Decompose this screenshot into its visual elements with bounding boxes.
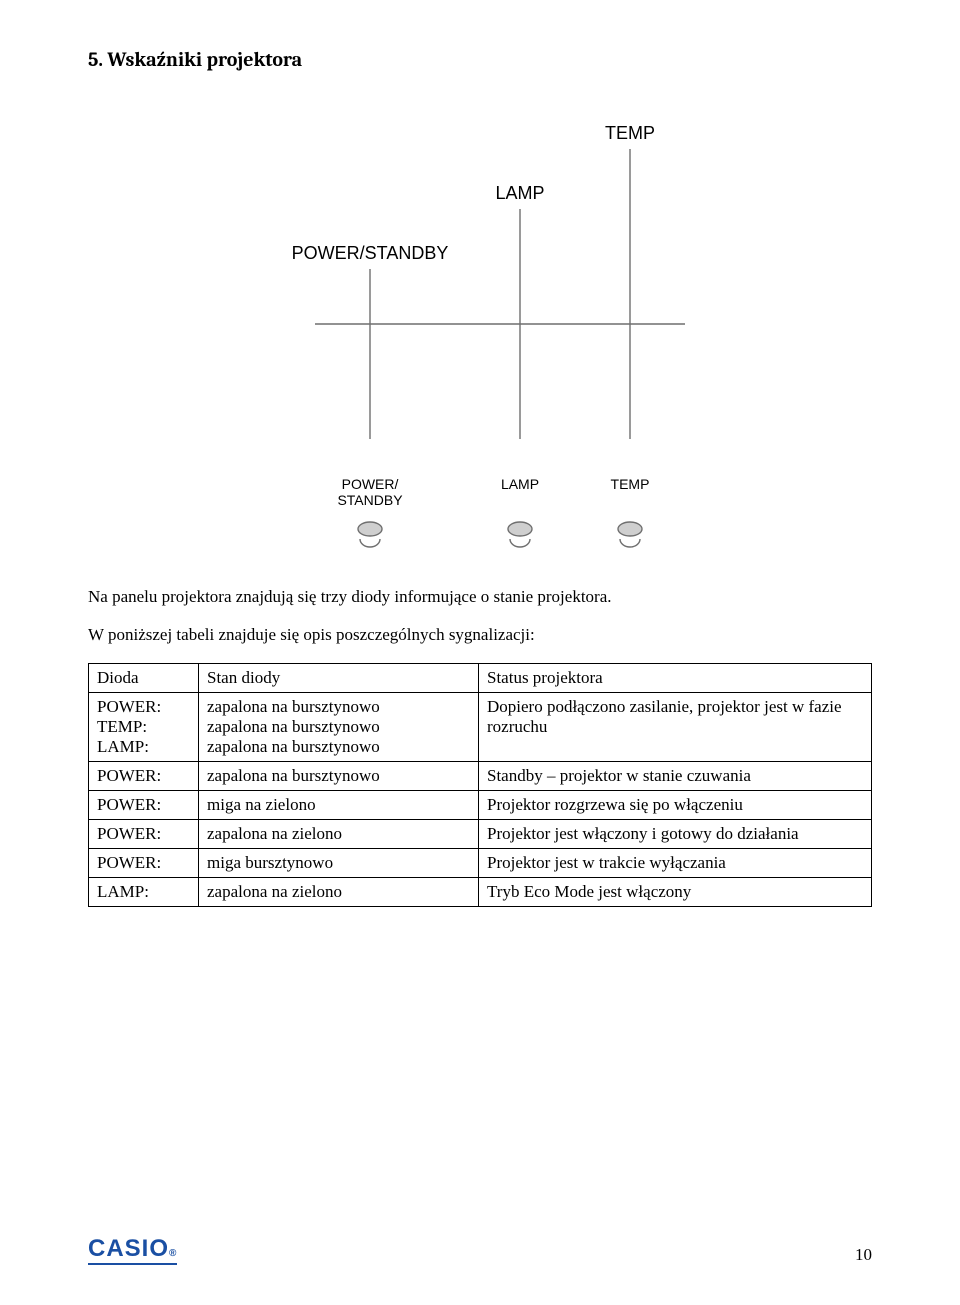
table-cell: Tryb Eco Mode jest włączony: [479, 878, 872, 907]
intro-line-1: Na panelu projektora znajdują się trzy d…: [88, 587, 872, 607]
col-header-status: Status projektora: [479, 664, 872, 693]
table-cell: Projektor jest w trakcie wyłączania: [479, 849, 872, 878]
col-header-dioda: Dioda: [89, 664, 199, 693]
section-heading: 5. Wskaźniki projektora: [88, 48, 872, 71]
table-row: POWER:miga bursztynowoProjektor jest w t…: [89, 849, 872, 878]
svg-text:POWER/STANDBY: POWER/STANDBY: [292, 243, 449, 263]
table-cell: LAMP:: [89, 878, 199, 907]
indicator-diagram: POWER/STANDBY LAMP TEMP POWER/STANDBY LAMP TE…: [250, 99, 710, 559]
intro-line-2: W poniższej tabeli znajduje się opis pos…: [88, 625, 872, 645]
table-cell: Dopiero podłączono zasilanie, projektor …: [479, 693, 872, 762]
table-cell: zapalona na zielono: [199, 878, 479, 907]
table-cell: Projektor rozgrzewa się po włączeniu: [479, 791, 872, 820]
logo-text: CASIO®: [88, 1237, 177, 1261]
table-cell: POWER:: [89, 791, 199, 820]
table-cell: miga na zielono: [199, 791, 479, 820]
table-cell: Projektor jest włączony i gotowy do dzia…: [479, 820, 872, 849]
logo-underline: [88, 1263, 177, 1265]
table-cell: Standby – projektor w stanie czuwania: [479, 762, 872, 791]
table-cell: zapalona na bursztynowo zapalona na burs…: [199, 693, 479, 762]
table-cell: POWER:: [89, 762, 199, 791]
status-table: Dioda Stan diody Status projektora POWER…: [88, 663, 872, 907]
table-row: POWER:zapalona na zielonoProjektor jest …: [89, 820, 872, 849]
table-cell: miga bursztynowo: [199, 849, 479, 878]
svg-text:LAMP: LAMP: [501, 476, 539, 492]
table-cell: zapalona na zielono: [199, 820, 479, 849]
svg-text:LAMP: LAMP: [495, 183, 544, 203]
casio-logo: CASIO®: [88, 1237, 177, 1265]
table-row: POWER:miga na zielonoProjektor rozgrzewa…: [89, 791, 872, 820]
table-row: POWER:zapalona na bursztynowoStandby – p…: [89, 762, 872, 791]
table-cell: POWER: TEMP: LAMP:: [89, 693, 199, 762]
svg-text:POWER/: POWER/: [342, 476, 399, 492]
table-cell: zapalona na bursztynowo: [199, 762, 479, 791]
table-header-row: Dioda Stan diody Status projektora: [89, 664, 872, 693]
svg-text:STANDBY: STANDBY: [337, 492, 403, 508]
page-number: 10: [855, 1245, 872, 1265]
svg-text:TEMP: TEMP: [605, 123, 655, 143]
table-row: LAMP:zapalona na zielonoTryb Eco Mode je…: [89, 878, 872, 907]
table-row: POWER: TEMP: LAMP:zapalona na bursztynow…: [89, 693, 872, 762]
svg-text:TEMP: TEMP: [611, 476, 650, 492]
table-cell: POWER:: [89, 849, 199, 878]
table-cell: POWER:: [89, 820, 199, 849]
col-header-stan: Stan diody: [199, 664, 479, 693]
